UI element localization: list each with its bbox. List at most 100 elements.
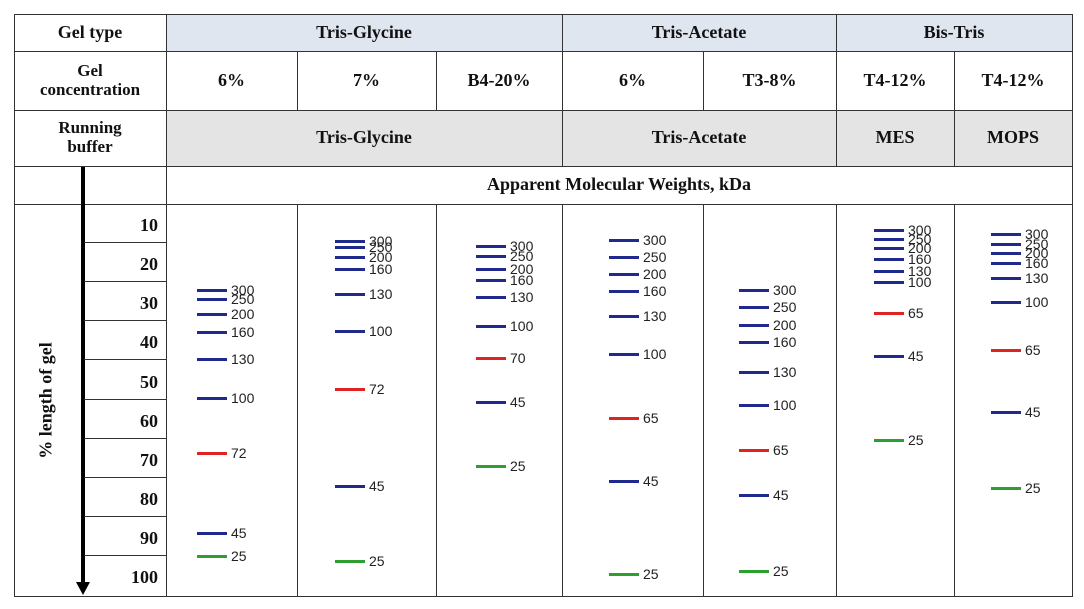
band-label: 25: [908, 432, 924, 449]
band-marker: [335, 484, 365, 488]
band-label: 100: [1025, 293, 1049, 310]
band-marker: [609, 273, 639, 277]
col-line-lane-3b: [436, 204, 437, 596]
buffer-mes: MES: [875, 127, 915, 148]
band-marker: [991, 262, 1021, 266]
band-label: 72: [231, 445, 247, 462]
band-marker: [476, 296, 506, 300]
band-marker: [874, 238, 904, 242]
band-marker: [335, 559, 365, 563]
band-label: 300: [773, 281, 797, 298]
buffer-tris-glycine: Tris-Glycine: [316, 127, 412, 148]
band-label: 100: [908, 273, 932, 290]
band-label: 100: [773, 397, 797, 413]
axis-tick-line: [84, 359, 166, 361]
band-label: 130: [1025, 269, 1049, 286]
band-marker: [991, 276, 1021, 280]
band-marker: [739, 288, 769, 292]
band-marker: [197, 397, 227, 401]
band-label: 160: [1025, 255, 1049, 272]
band-marker: [476, 244, 506, 248]
band-marker: [476, 268, 506, 272]
band-marker: [739, 570, 769, 574]
band-label: 130: [369, 286, 393, 303]
band-label: 130: [231, 351, 255, 368]
band-label: 130: [643, 307, 667, 324]
concentration-lane-4: 6%: [619, 69, 646, 90]
concentration-lane-3: B4-20%: [467, 69, 531, 90]
band-label: 200: [773, 316, 797, 333]
band-label: 72: [369, 380, 385, 397]
band-marker: [197, 531, 227, 535]
band-label: 200: [231, 306, 255, 323]
band-label: 25: [1025, 480, 1041, 497]
col-line-lane-2a: [297, 51, 298, 110]
band-label: 130: [908, 262, 932, 279]
axis-tick-line: [84, 515, 166, 517]
band-marker: [609, 479, 639, 483]
row-line-1: [14, 51, 1072, 52]
band-label: 65: [773, 441, 789, 458]
row-line-4: [14, 204, 1072, 205]
gel-type-bis-tris: Bis-Tris: [923, 21, 985, 42]
band-label: 130: [510, 289, 534, 306]
band-marker: [609, 416, 639, 420]
band-label: 65: [1025, 342, 1041, 359]
axis-tick-label: 100: [131, 567, 158, 587]
band-label: 300: [231, 281, 255, 298]
border-top: [14, 14, 1072, 15]
col-line-group-1: [562, 14, 563, 166]
band-marker: [335, 387, 365, 391]
band-label: 160: [773, 333, 797, 350]
band-label: 70: [510, 350, 526, 367]
band-label: 250: [908, 231, 932, 248]
gel-type-shade: [166, 14, 1072, 51]
band-label: 250: [510, 248, 534, 265]
band-marker: [874, 228, 904, 232]
col-line-lane-5b: [703, 204, 704, 596]
concentration-lane-2: 7%: [353, 69, 380, 90]
band-label: 65: [908, 304, 924, 321]
gel-concentration-label: Gel concentration: [39, 60, 141, 99]
axis-tick-label: 20: [140, 254, 158, 275]
band-label: 300: [908, 221, 932, 238]
band-marker: [476, 279, 506, 283]
band-marker: [197, 554, 227, 558]
border-left: [14, 14, 15, 597]
band-label: 160: [643, 282, 667, 299]
band-label: 160: [908, 251, 932, 268]
band-marker: [739, 493, 769, 497]
band-label: 25: [643, 565, 659, 582]
gel-type-label: Gel type: [57, 21, 123, 42]
row-line-2: [14, 110, 1072, 111]
band-marker: [609, 353, 639, 357]
band-label: 25: [510, 457, 526, 474]
band-marker: [991, 300, 1021, 304]
band-marker: [476, 255, 506, 259]
running-buffer-shade: [166, 110, 1072, 166]
col-line-label: [166, 14, 167, 597]
axis-tick-label: 90: [140, 527, 158, 548]
row-line-3: [14, 166, 1072, 167]
axis-tick-line: [84, 281, 166, 283]
band-marker: [739, 448, 769, 452]
band-marker: [609, 256, 639, 260]
band-label: 300: [1025, 226, 1049, 243]
buffer-mops: MOPS: [987, 127, 1039, 148]
band-marker: [991, 349, 1021, 353]
band-marker: [874, 355, 904, 359]
band-marker: [335, 293, 365, 297]
band-label: 130: [773, 364, 797, 381]
axis-tick-label: 50: [140, 371, 158, 392]
band-marker: [476, 464, 506, 468]
buffer-tris-acetate: Tris-Acetate: [651, 127, 747, 148]
axis-tick-line: [84, 242, 166, 244]
band-label: 200: [510, 261, 534, 278]
band-marker: [476, 325, 506, 329]
band-label: 45: [369, 477, 385, 494]
band-label: 25: [231, 547, 247, 564]
band-label: 250: [1025, 235, 1049, 252]
band-marker: [874, 247, 904, 251]
band-label: 45: [1025, 404, 1041, 421]
